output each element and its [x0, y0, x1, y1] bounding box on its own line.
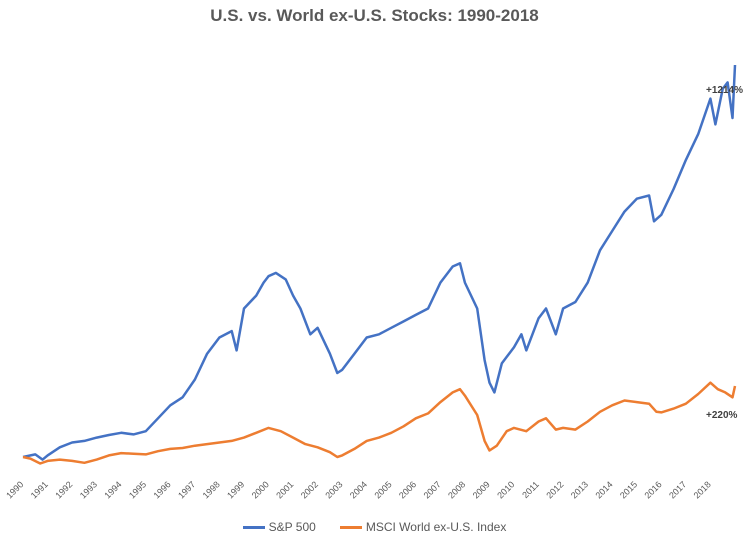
x-tick-label-2013: 2013: [569, 479, 590, 500]
end-label-sp500: +1214%: [706, 85, 743, 96]
x-tick-label-2009: 2009: [471, 479, 492, 500]
series-line-sp500: [22, 64, 737, 461]
x-tick-label-1995: 1995: [127, 479, 148, 500]
x-tick-label-2015: 2015: [618, 479, 639, 500]
end-label-msci: +220%: [706, 410, 738, 421]
legend-item-sp500: S&P 500: [242, 520, 316, 534]
chart-title: U.S. vs. World ex-U.S. Stocks: 1990-2018: [210, 6, 539, 25]
x-tick-label-2017: 2017: [667, 479, 688, 500]
x-tick-label-2014: 2014: [593, 479, 614, 500]
legend-label-sp500: S&P 500: [268, 520, 316, 534]
x-tick-label-2002: 2002: [299, 479, 320, 500]
series-line-msci: [22, 381, 737, 465]
x-tick-label-1990: 1990: [4, 479, 25, 500]
x-tick-label-2016: 2016: [643, 479, 664, 500]
legend-label-msci: MSCI World ex-U.S. Index: [365, 520, 507, 534]
x-tick-label-1998: 1998: [201, 479, 222, 500]
series-layer: [22, 64, 737, 465]
x-tick-label-2018: 2018: [692, 479, 713, 500]
legend-item-msci: MSCI World ex-U.S. Index: [339, 520, 507, 534]
x-tick-label-2011: 2011: [520, 479, 541, 500]
x-tick-label-1991: 1991: [29, 479, 50, 500]
x-axis: 1990 1991 1992 1993 1994 1995 1996 1997 1998 1999…: [4, 479, 713, 500]
x-tick-label-1993: 1993: [78, 479, 99, 500]
end-labels: +1214% +220%: [706, 85, 743, 421]
legend-swatch-msci: [339, 525, 362, 529]
x-tick-label-2004: 2004: [348, 479, 369, 500]
x-tick-label-2003: 2003: [323, 479, 344, 500]
x-tick-label-2008: 2008: [446, 479, 467, 500]
x-tick-label-1992: 1992: [53, 479, 74, 500]
x-tick-label-2012: 2012: [544, 479, 565, 500]
x-tick-label-2005: 2005: [372, 479, 393, 500]
legend: S&P 500 MSCI World ex-U.S. Index: [0, 520, 749, 534]
x-tick-label-2010: 2010: [495, 479, 516, 500]
x-tick-label-2007: 2007: [422, 479, 443, 500]
x-tick-label-2000: 2000: [250, 479, 271, 500]
legend-swatch-sp500: [242, 525, 265, 529]
x-tick-label-1996: 1996: [151, 479, 172, 500]
x-tick-label-1999: 1999: [225, 479, 246, 500]
x-tick-label-2001: 2001: [274, 479, 295, 500]
x-tick-label-1997: 1997: [176, 479, 197, 500]
x-tick-label-2006: 2006: [397, 479, 418, 500]
x-tick-label-1994: 1994: [102, 479, 123, 500]
